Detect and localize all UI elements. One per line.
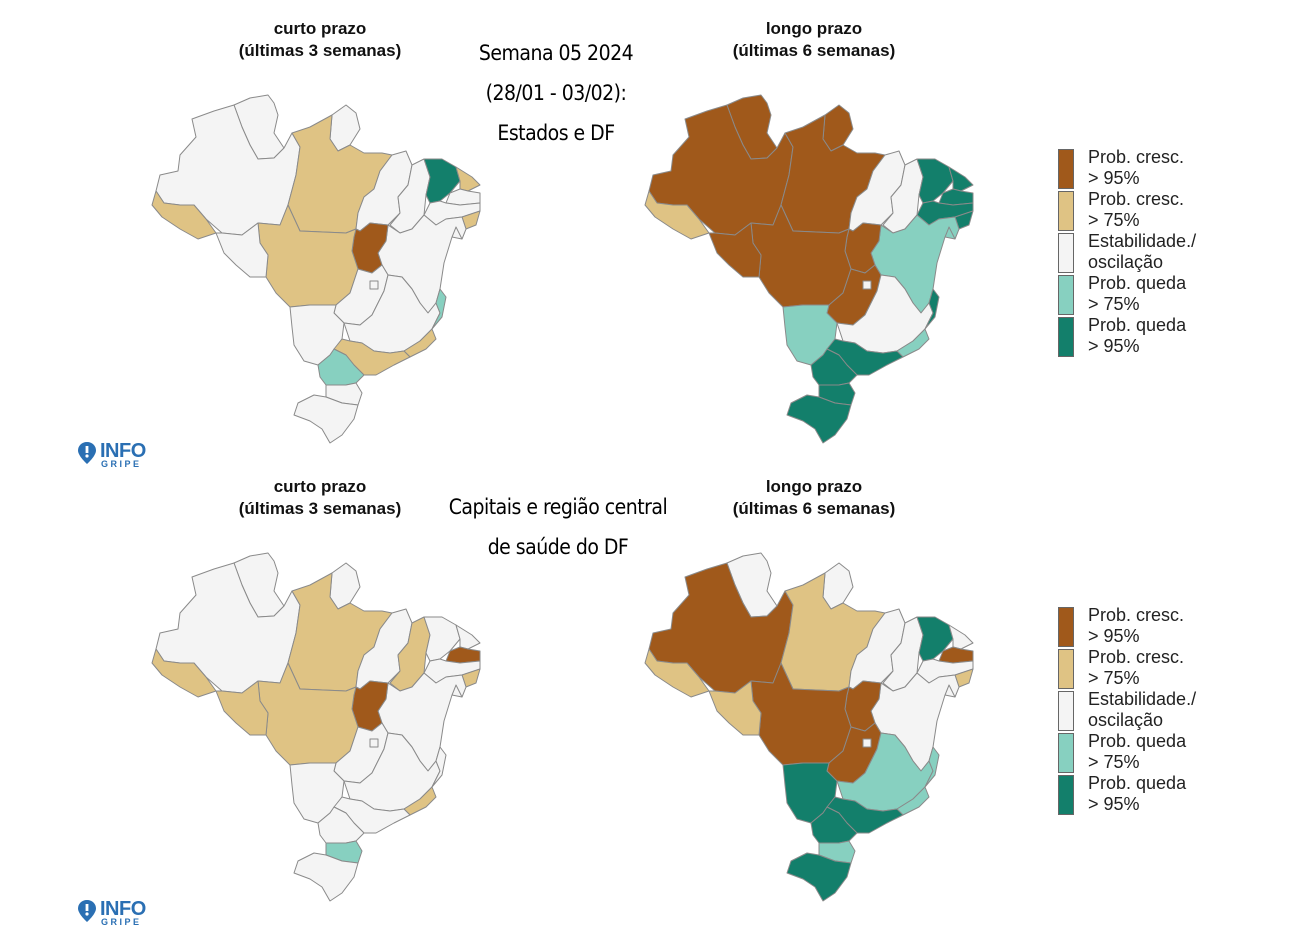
legend-swatch-cresc95 [1058,149,1074,189]
legend-item-queda95: Prob. queda > 95% [1058,773,1248,815]
legend-swatch-queda75 [1058,275,1074,315]
legend-item-estavel: Estabilidade./ oscilação [1058,689,1248,731]
logo-text-top-b: INFO [100,898,146,920]
state-ce [423,158,461,204]
state-rs [786,852,852,902]
state-pr [810,806,858,844]
logo-text-top: INFO [100,440,146,462]
map-capitals-long-term [644,552,974,902]
state-df [369,738,379,748]
state-rn [455,166,481,192]
map-states-short-term [151,94,481,444]
map-title-long-states: longo prazo (últimas 6 semanas) [694,18,934,62]
state-ap [329,104,361,152]
legend-swatch-queda75 [1058,733,1074,773]
legend-swatch-estavel [1058,691,1074,731]
title-long-line2: (últimas 6 semanas) [732,41,896,60]
title-short-line2-b: (últimas 3 semanas) [238,499,402,518]
legend-item-cresc95: Prob. cresc. > 95% [1058,605,1248,647]
legend-label-queda95: Prob. queda > 95% [1088,315,1187,356]
state-ap [822,562,854,610]
title-long-line2-b: (últimas 6 semanas) [732,499,896,518]
state-ro [215,222,269,278]
title-short-line2: (últimas 3 semanas) [238,41,402,60]
capitals-title-line2: de saúde do DF [487,535,629,559]
week-title-line2: (28/01 - 03/02): [485,81,627,105]
legend-item-queda75: Prob. queda > 75% [1058,731,1248,773]
state-ce [916,616,954,662]
title-long-line1: longo prazo [765,19,863,38]
state-df [369,280,379,290]
logo-text-bottom-b: GRIPE [101,917,142,927]
state-rs [293,852,359,902]
location-pin-icon [78,442,96,464]
legend-states: Prob. cresc. > 95% Prob. cresc. > 75% Esta… [1058,147,1248,357]
title-short-line1: curto prazo [273,19,367,38]
state-rn [948,624,974,650]
state-ce [916,158,954,204]
state-pr [317,348,365,386]
state-ap [822,104,854,152]
legend-label-cresc95: Prob. cresc. > 95% [1088,605,1185,646]
map-title-short-states: curto prazo (últimas 3 semanas) [200,18,440,62]
legend-item-estavel: Estabilidade./ oscilação [1058,231,1248,273]
legend-item-queda75: Prob. queda > 75% [1058,273,1248,315]
state-ap [329,562,361,610]
infogripe-logo-bottom: INFO GRIPE [78,898,168,932]
logo-text-bottom: GRIPE [101,459,142,469]
infogripe-logo: INFO GRIPE [78,440,168,474]
map-title-long-capitals: longo prazo (últimas 6 semanas) [694,476,934,520]
legend-label-cresc75: Prob. cresc. > 75% [1088,189,1185,230]
legend-item-cresc75: Prob. cresc. > 75% [1058,189,1248,231]
state-rn [948,166,974,192]
legend-swatch-queda95 [1058,317,1074,357]
legend-label-cresc75: Prob. cresc. > 75% [1088,647,1185,688]
week-title-line3: Estados e DF [497,121,615,145]
state-pr [810,348,858,386]
legend-label-estavel: Estabilidade./ oscilação [1088,231,1197,272]
title-long-line1-b: longo prazo [765,477,863,496]
legend-capitals: Prob. cresc. > 95% Prob. cresc. > 75% Esta… [1058,605,1248,815]
map-title-short-capitals: curto prazo (últimas 3 semanas) [200,476,440,520]
legend-swatch-cresc75 [1058,649,1074,689]
legend-label-queda95: Prob. queda > 95% [1088,773,1187,814]
capitals-title: Capitais e região central de saúde do DF [428,487,688,567]
legend-swatch-queda95 [1058,775,1074,815]
state-ro [215,680,269,736]
state-ro [708,680,762,736]
state-ce [423,616,461,662]
legend-swatch-cresc95 [1058,607,1074,647]
legend-label-cresc95: Prob. cresc. > 95% [1088,147,1185,188]
state-rs [786,394,852,444]
legend-item-queda95: Prob. queda > 95% [1058,315,1248,357]
week-title-line1: Semana 05 2024 [478,41,634,65]
state-rs [293,394,359,444]
legend-label-queda75: Prob. queda > 75% [1088,273,1187,314]
state-df [862,280,872,290]
state-ro [708,222,762,278]
legend-label-queda75: Prob. queda > 75% [1088,731,1187,772]
legend-swatch-estavel [1058,233,1074,273]
capitals-title-line1: Capitais e região central [448,495,668,519]
state-rn [455,624,481,650]
title-short-line1-b: curto prazo [273,477,367,496]
map-states-long-term [644,94,974,444]
legend-item-cresc95: Prob. cresc. > 95% [1058,147,1248,189]
legend-swatch-cresc75 [1058,191,1074,231]
state-pr [317,806,365,844]
legend-item-cresc75: Prob. cresc. > 75% [1058,647,1248,689]
state-df [862,738,872,748]
week-title: Semana 05 2024 (28/01 - 03/02): Estados … [436,33,676,153]
location-pin-icon [78,900,96,922]
legend-label-estavel: Estabilidade./ oscilação [1088,689,1197,730]
map-capitals-short-term [151,552,481,902]
